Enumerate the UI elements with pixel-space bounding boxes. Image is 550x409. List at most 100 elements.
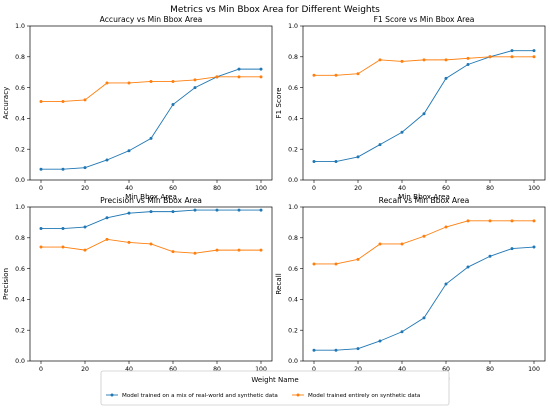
data-point [127,81,131,85]
data-point [215,75,219,79]
data-point [466,63,470,66]
data-point [510,49,514,53]
data-point [488,254,492,258]
data-point [83,166,87,170]
data-point [422,112,426,116]
data-point [334,348,338,352]
data-point [334,160,338,164]
x-axis-label: Min Bbox Area [398,192,450,201]
x-axis-label: Min Bbox Area [125,192,177,201]
data-point [39,245,43,249]
data-point [466,219,470,223]
data-point [312,160,316,164]
y-tick-label: 0.2 [15,146,25,153]
legend-title: Weight Name [251,376,298,384]
y-tick-label: 0.8 [288,235,298,242]
legend-label: Model trained entirely on synthetic data [308,393,420,399]
data-point [39,99,43,103]
data-point [378,242,382,246]
subplot-title: Precision vs Min Bbox Area [100,196,202,205]
data-point [400,330,404,334]
data-point [510,55,514,59]
figure-title: Metrics vs Min Bbox Area for Different W… [170,5,380,15]
data-point [378,339,382,343]
y-tick-label: 0.6 [288,85,298,92]
data-point [83,225,87,229]
x-tick-label: 60 [169,366,177,373]
data-point [466,265,470,269]
x-tick-label: 100 [255,185,267,192]
data-point [127,240,131,244]
data-point [193,78,197,82]
y-tick-label: 0.2 [15,327,25,334]
data-point [259,208,263,212]
data-point [127,149,131,153]
data-point [193,208,197,212]
y-axis-label: Precision [1,268,10,300]
data-point [356,257,360,261]
data-point [259,248,263,252]
x-tick-label: 0 [312,366,316,373]
data-point [83,98,87,102]
data-point [237,67,241,71]
data-point [334,73,338,77]
y-tick-label: 1.0 [15,23,25,30]
series-line-1 [41,68,261,170]
data-point [532,245,536,249]
legend-label: Model trained on a mix of real-world and… [122,393,278,399]
legend-item-1: Model trained on a mix of real-world and… [106,393,278,399]
data-point [61,245,65,249]
data-point [149,136,153,140]
data-point [171,210,175,214]
data-point [400,59,404,63]
plot-frame [302,25,546,181]
y-tick-label: 0.8 [15,54,25,61]
data-point [378,58,382,62]
data-point [215,208,219,212]
series-line-1 [314,50,534,162]
data-point [312,73,316,77]
x-tick-label: 60 [169,185,177,192]
x-tick-label: 100 [528,366,540,373]
y-axis-label: Recall [274,273,283,294]
y-tick-label: 0.0 [288,358,298,365]
y-tick-label: 0.6 [15,266,25,273]
subplot-4: Recall vs Min Bbox Area 0 20 40 60 80 100 0.0 0.… [274,196,546,382]
data-point [237,208,241,212]
data-point [422,316,426,320]
y-tick-label: 1.0 [288,204,298,211]
data-point [83,248,87,252]
data-point [400,130,404,134]
y-tick-label: 0.8 [15,235,25,242]
data-point [61,99,65,103]
x-tick-label: 40 [125,185,133,192]
data-point [259,75,263,79]
plot-frame [302,206,546,362]
data-point [193,251,197,255]
data-point [149,79,153,83]
data-point [259,67,263,71]
y-tick-label: 0.4 [288,116,298,123]
subplot-grid: Accuracy vs Min Bbox Area 0 20 40 60 80 100 0.0… [1,15,546,382]
data-point [444,225,448,229]
data-point [400,242,404,246]
y-tick-label: 0.0 [15,177,25,184]
y-tick-label: 0.0 [15,358,25,365]
legend-marker [296,393,300,397]
legend-marker [110,393,114,397]
legend-frame [100,370,450,406]
y-tick-label: 0.2 [288,327,298,334]
x-tick-label: 0 [39,185,43,192]
x-tick-label: 0 [312,185,316,192]
series-line-1 [314,246,535,351]
y-axis-label: Accuracy [1,86,10,120]
subplot-2: F1 Score vs Min Bbox Area 0 20 40 60 80 100 0.0… [274,15,546,201]
data-point [510,219,514,223]
y-tick-label: 0.8 [288,54,298,61]
data-point [312,348,316,352]
data-point [444,76,448,80]
plot-frame [29,206,273,362]
data-point [532,55,536,59]
data-point [444,58,448,62]
